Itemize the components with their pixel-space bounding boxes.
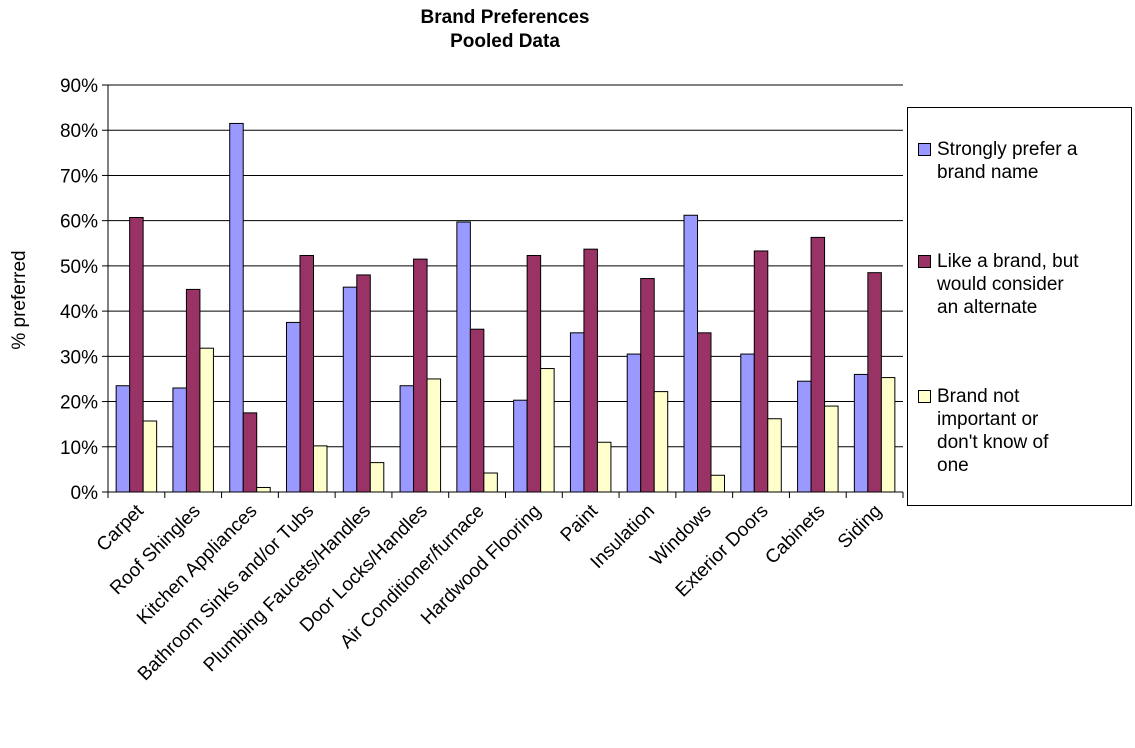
bar <box>185 288 201 493</box>
bar <box>286 321 301 493</box>
y-tick-label: 70% <box>60 166 98 187</box>
bar <box>653 391 669 493</box>
y-tick-label: 20% <box>60 393 98 414</box>
bar <box>710 474 725 493</box>
bar <box>299 254 314 493</box>
bar <box>469 328 485 493</box>
y-axis-label: % preferred <box>9 250 30 349</box>
y-tick-label: 90% <box>60 76 98 97</box>
bar <box>115 385 131 493</box>
bar <box>683 214 698 493</box>
bar <box>767 418 782 493</box>
bar <box>399 385 415 493</box>
y-tick-label: 0% <box>71 483 99 504</box>
bar <box>513 399 528 493</box>
bar <box>256 486 271 493</box>
bar <box>853 373 869 493</box>
bar <box>356 274 371 493</box>
bar <box>242 412 258 493</box>
bar <box>129 217 144 493</box>
x-tick-label: Cabinets <box>761 501 829 569</box>
legend-label-strongly-prefer: Strongly prefer a brand name <box>937 139 1078 183</box>
y-tick-label: 80% <box>60 121 98 142</box>
chart-title-line-2: Pooled Data <box>450 31 560 52</box>
gridlines <box>102 84 903 493</box>
legend-swatch-strongly-prefer <box>918 143 931 156</box>
bar <box>456 221 471 493</box>
x-tick-label: Siding <box>834 501 886 553</box>
bar <box>640 278 655 493</box>
bar <box>229 122 244 493</box>
chart-title: Brand Preferences Pooled Data <box>0 6 1010 54</box>
bar <box>413 258 428 493</box>
legend-label-like-a-brand: Like a brand, but would consider an alte… <box>937 251 1079 318</box>
bar <box>867 272 882 493</box>
bar <box>342 286 358 493</box>
axes <box>107 85 904 498</box>
bar <box>540 368 555 493</box>
legend-label-brand-not-important: Brand not important or don't know of one <box>937 386 1049 476</box>
bar <box>753 250 769 493</box>
y-tick-label: 50% <box>60 257 98 278</box>
bar <box>740 353 755 493</box>
bar <box>313 445 328 493</box>
bar <box>172 387 187 493</box>
bar <box>199 347 214 493</box>
bar <box>583 248 598 493</box>
bar <box>810 236 826 493</box>
legend: Strongly prefer a brand name Like a bran… <box>907 107 1132 506</box>
bars <box>115 122 896 493</box>
bar <box>797 380 812 493</box>
bar <box>697 332 712 493</box>
bar <box>626 353 642 493</box>
bar <box>880 377 896 493</box>
y-tick-labels: 0% 10% 20% 30% 40% 50% 60% 70% 80% 90% <box>60 76 98 504</box>
y-tick-label: 30% <box>60 347 98 368</box>
bar <box>569 332 585 493</box>
bar <box>426 378 442 493</box>
bar <box>526 254 542 493</box>
bar-chart: 0% 10% 20% 30% 40% 50% 60% 70% 80% 90% CarpetRoof… <box>9 76 904 685</box>
y-tick-label: 40% <box>60 302 98 323</box>
legend-swatch-like-a-brand <box>918 255 931 268</box>
bar <box>369 462 385 493</box>
bar <box>596 441 612 493</box>
chart-title-line-1: Brand Preferences <box>420 7 590 28</box>
x-tick-label: Carpet <box>93 500 149 556</box>
y-tick-label: 60% <box>60 212 98 233</box>
bar <box>483 472 498 493</box>
legend-swatch-brand-not-important <box>918 390 931 403</box>
y-tick-label: 10% <box>60 438 98 459</box>
x-tick-label: Paint <box>557 500 603 546</box>
bar <box>142 420 158 493</box>
bar <box>824 405 839 493</box>
